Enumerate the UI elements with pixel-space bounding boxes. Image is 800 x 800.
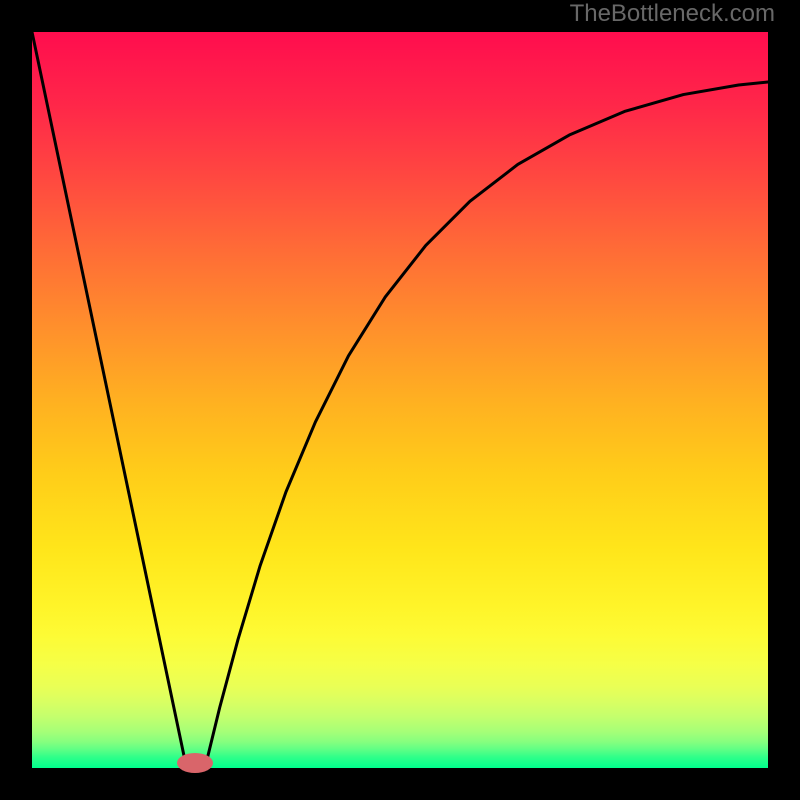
watermark-text: TheBottleneck.com bbox=[570, 0, 775, 28]
bottleneck-curve bbox=[32, 32, 768, 768]
chart-root: TheBottleneck.com bbox=[0, 0, 800, 800]
plot-area bbox=[32, 32, 768, 768]
optimum-marker bbox=[195, 763, 196, 764]
